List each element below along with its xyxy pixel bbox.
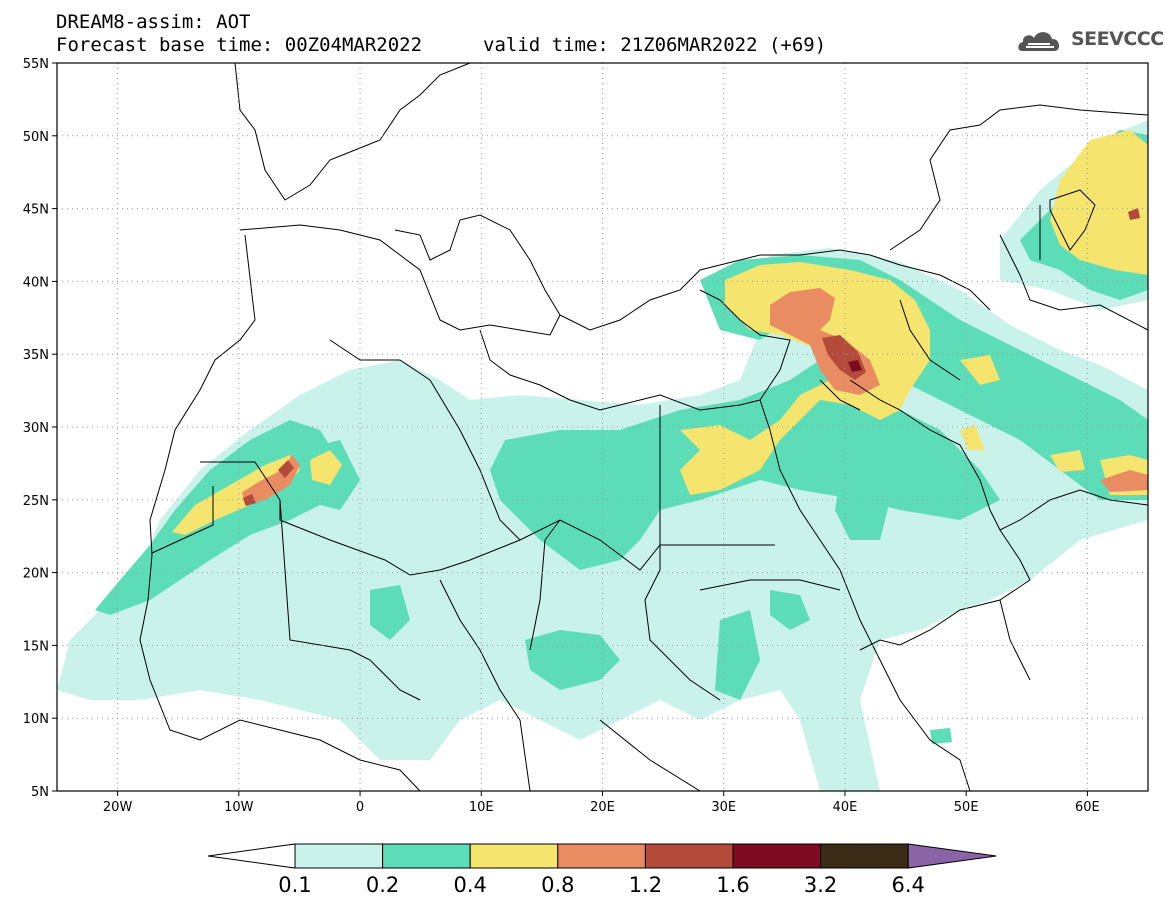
lon-tick-label: 30E [711,800,736,815]
lon-tick-label: 0 [356,800,364,815]
colorbar-upper-arrow [907,843,997,869]
grid-lines [57,63,1148,791]
lat-tick-label: 40N [23,275,49,290]
lat-tick-label: 55N [23,57,49,72]
lon-tick-label: 50E [954,800,979,815]
colorbar-swatch [557,843,646,869]
colorbar-lower-arrow [207,843,296,869]
forecast-base-time: Forecast base time: 00Z04MAR2022 [56,34,423,56]
colorbar-swatch [469,843,559,869]
lat-tick-label: 35N [23,348,49,363]
lat-tick-label: 50N [23,130,49,145]
lon-tick-label: 60E [1075,800,1100,815]
latitude-axis: 5N 10N 15N 20N 25N 30N 35N 40N 45N 50N 55N [23,57,49,800]
lon-tick-label: 10E [469,800,494,815]
lon-tick-label: 20E [590,800,615,815]
colorbar-swatch [732,843,822,869]
lon-tick-label: 10W [224,800,254,815]
lat-tick-label: 30N [23,421,49,436]
map-title: DREAM8-assim: AOT [56,11,251,33]
lat-tick-label: 10N [23,712,49,727]
colorbar-level-label: 1.6 [716,873,749,897]
colorbar-level-label: 0.8 [541,873,574,897]
colorbar-swatch [820,843,909,869]
cloud-icon [1018,32,1060,51]
lon-tick-label: 20W [103,800,133,815]
lat-tick-label: 45N [23,203,49,218]
colorbar-level-label: 0.4 [453,873,486,897]
colorbar-level-label: 0.2 [366,873,399,897]
colorbar-level-label: 1.2 [629,873,662,897]
longitude-axis: 20W 10W 0 10E 20E 30E 40E 50E 60E [103,800,1100,815]
logo-text: SEEVCCC [1071,28,1164,50]
axis-ticks [52,62,1088,796]
lat-tick-label: 20N [23,567,49,582]
colorbar-level-label: 3.2 [804,873,837,897]
colorbar-swatch [294,843,384,869]
colorbar-level-label: 6.4 [891,873,924,897]
colorbar-swatch [644,843,734,869]
valid-time: valid time: 21Z06MAR2022 (+69) [483,34,827,56]
lat-tick-label: 15N [23,639,49,654]
colorbar-swatch [382,843,471,869]
lat-tick-label: 25N [23,494,49,509]
aot-contours [57,63,1148,791]
lon-tick-label: 40E [833,800,858,815]
colorbar-level-label: 0.1 [278,873,311,897]
lat-tick-label: 5N [31,785,49,800]
